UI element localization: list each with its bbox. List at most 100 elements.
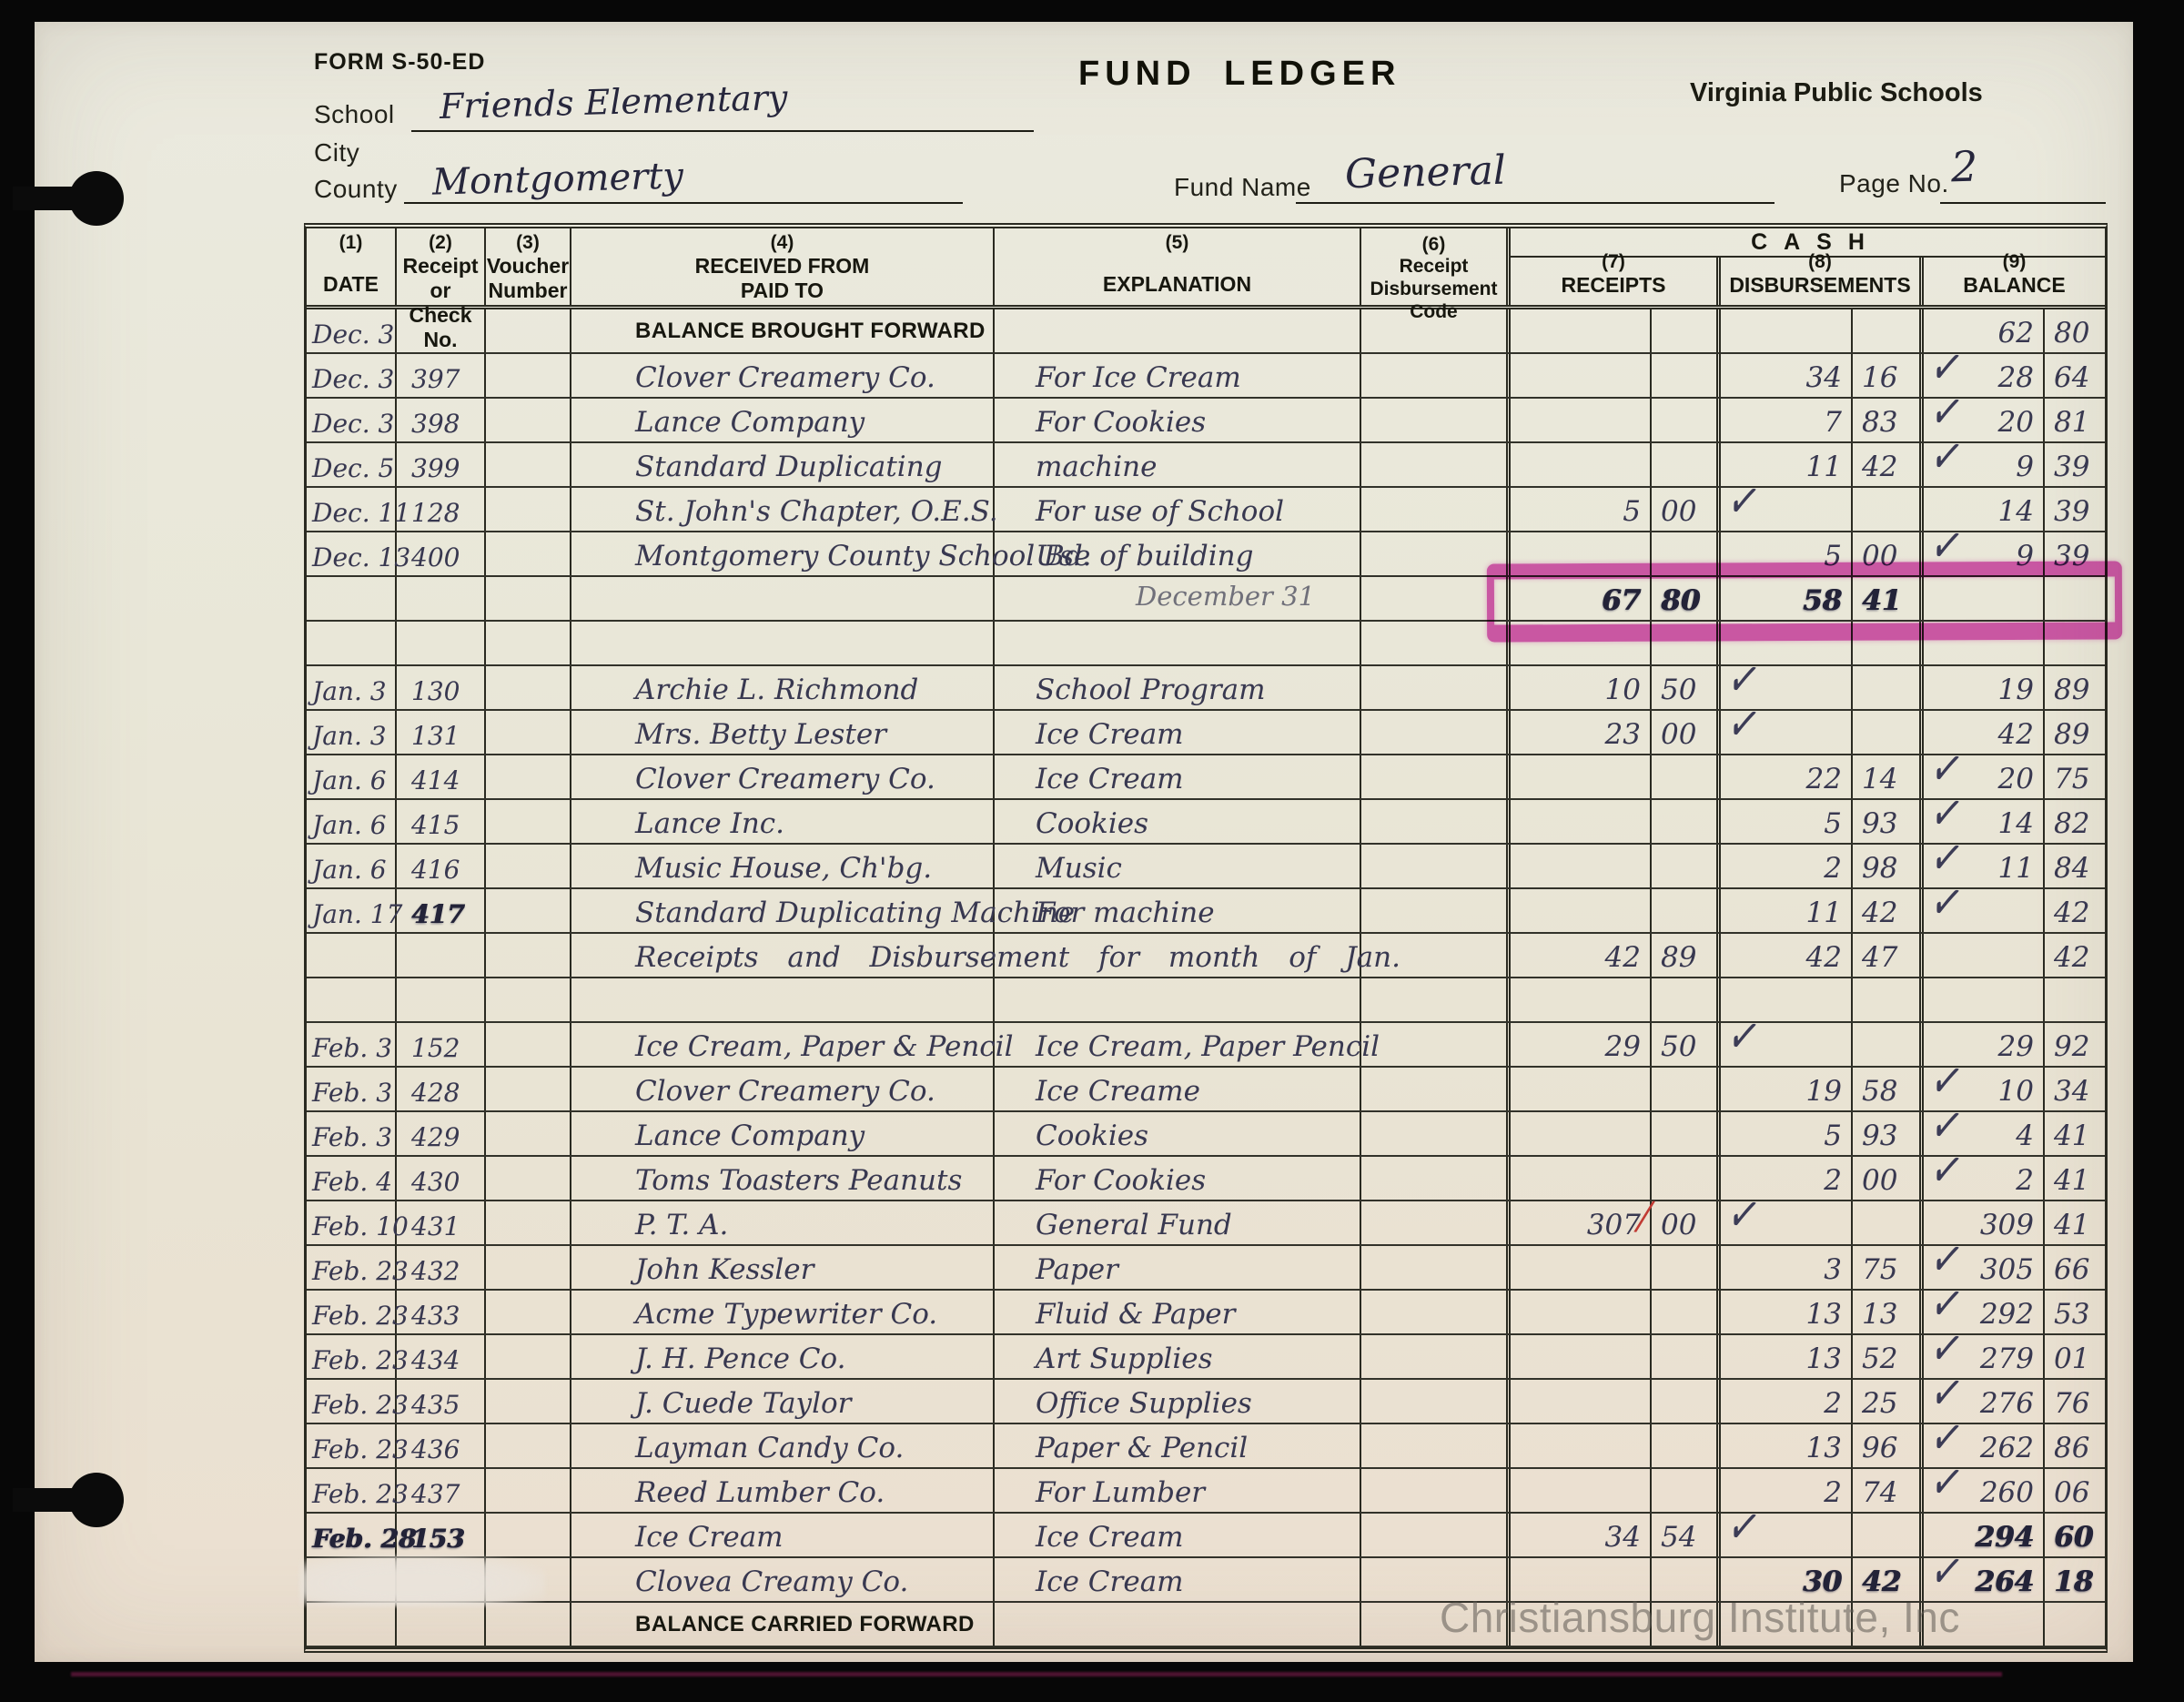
- cell-rc: [1652, 800, 1721, 843]
- cell-e: For Lumber: [995, 1469, 1361, 1512]
- cell-x: [1361, 800, 1511, 843]
- page-no-value: 2: [1950, 141, 1978, 192]
- col-header-disbursements: (8) DISBURSEMENTS: [1721, 251, 1924, 305]
- cell-bd: 20 ✓: [1924, 382, 2045, 443]
- cell-rc: 00 ∕: [1640, 1191, 1721, 1244]
- cell-v: [486, 622, 571, 664]
- cell-rc: [1652, 845, 1721, 887]
- cell-e: December 31: [995, 577, 1361, 620]
- cell-bc: 39: [2054, 451, 2090, 483]
- cell-e: For Ice Cream: [995, 354, 1361, 397]
- cell-dc: 41: [1853, 577, 1924, 620]
- cell-rd: [1511, 622, 1652, 664]
- cell-d: [299, 1555, 545, 1606]
- cell-k: 417: [397, 889, 486, 932]
- cell-r: Layman Candy Co.: [571, 1424, 995, 1467]
- cell-r: Reed Lumber Co.: [571, 1469, 995, 1512]
- cell-r: Clovea Creamy Co.: [571, 1558, 995, 1601]
- school-underline: [411, 130, 1034, 132]
- cell-k: 400: [397, 532, 486, 575]
- cell-v: [486, 577, 571, 620]
- cell-r: P. T. A.: [571, 1201, 995, 1244]
- cell-rd: 29: [1511, 1023, 1652, 1066]
- table-row: Jan. 6 414 Clover Creamery Co. Ice Cream 22 1…: [307, 739, 2105, 800]
- cell-v: [486, 443, 571, 486]
- table-header: (1) DATE (2) Receipt or Check No. (3) Vou…: [307, 228, 2105, 351]
- county-underline: [404, 202, 963, 204]
- cell-d: [307, 622, 397, 664]
- cell-dd: 58: [1721, 577, 1853, 620]
- cell-x: [1361, 845, 1511, 887]
- cell-k: [397, 577, 486, 620]
- cell-k: 130: [397, 666, 486, 709]
- cell-rd: 307: [1511, 1201, 1652, 1244]
- table-row: [307, 622, 2105, 666]
- cell-d: Dec. 3: [307, 399, 397, 441]
- cell-bc: [2045, 577, 2105, 620]
- cell-dc: [1853, 711, 1924, 754]
- cell-bc: 81: [2054, 406, 2090, 439]
- cell-rc: [1652, 622, 1721, 664]
- table-row: Feb. 23 437 Reed Lumber Co. For Lumber 2 74 26…: [307, 1453, 2105, 1514]
- cell-k: 415: [397, 800, 486, 843]
- cell-x: [1361, 532, 1511, 575]
- cell-bc: 01: [2054, 1342, 2090, 1375]
- cell-dc: [1853, 622, 1924, 664]
- table-row: Dec. 5 399 Standard Duplicating machine 11 42…: [307, 427, 2105, 488]
- cell-bd: 10 ✓: [1924, 1051, 2045, 1112]
- cell-rd: 5: [1511, 488, 1652, 531]
- cell-rd: 34: [1511, 1514, 1652, 1556]
- cell-x: [1361, 577, 1511, 620]
- cell-bc: 42: [2054, 897, 2090, 929]
- cell-bc: 66: [2054, 1253, 2090, 1286]
- cell-dd: [1721, 309, 1853, 352]
- cell-bd: [1924, 934, 2045, 977]
- cell-bd: 29: [1924, 1023, 2045, 1066]
- cell-v: [486, 1068, 571, 1110]
- cell-dc: 47: [1853, 934, 1924, 977]
- cell-bc: [2045, 622, 2105, 664]
- table-row: Jan. 6 415 Lance Inc. Cookies 5 93 14 ✓ 82: [307, 784, 2105, 845]
- cell-d: Feb. 3: [307, 1112, 397, 1155]
- cell-bc: 89: [2054, 674, 2090, 706]
- cell-bc: 92: [2054, 1030, 2090, 1063]
- cell-bd: [1924, 622, 2045, 664]
- cell-e: Ice Creame: [995, 1068, 1361, 1110]
- cell-k: [397, 622, 486, 664]
- cell-dd: [1721, 978, 1853, 1021]
- cell-rc: [1652, 443, 1721, 486]
- cell-r: BALANCE CARRIED FORWARD: [571, 1603, 995, 1646]
- cell-e: [995, 309, 1361, 352]
- cell-rd: [1511, 978, 1652, 1021]
- cell-e: Paper: [995, 1246, 1361, 1289]
- cell-v: [486, 1335, 571, 1378]
- cell-r: Lance Company: [571, 1112, 995, 1155]
- cell-x: [1361, 1558, 1511, 1601]
- cell-dd: ✓: [1721, 1185, 1853, 1246]
- cell-x: [1361, 399, 1511, 441]
- cell-bd: 262 ✓: [1924, 1408, 2045, 1469]
- cell-v: [486, 354, 571, 397]
- cell-d: Dec. 3: [307, 309, 397, 352]
- cell-dc: [1853, 488, 1924, 531]
- cell-d: Dec. 5: [307, 443, 397, 486]
- cell-bc: 39: [2054, 495, 2090, 528]
- cell-e: Ice Cream, Paper Pencil: [995, 1023, 1380, 1066]
- cell-bc: 18: [2054, 1565, 2094, 1598]
- cell-dd: 7: [1721, 399, 1853, 441]
- cell-dd: 5: [1721, 532, 1853, 575]
- cell-k: 153: [397, 1514, 486, 1556]
- cell-k: 434: [397, 1335, 486, 1378]
- cell-rd: [1511, 755, 1652, 798]
- page-no-label: Page No.: [1839, 169, 1949, 198]
- cell-d: Jan. 3: [307, 711, 397, 754]
- cell-dc: [1853, 978, 1924, 1021]
- cell-rd: [1511, 1558, 1652, 1601]
- cell-rc: [1652, 1291, 1721, 1333]
- cell-v: [486, 532, 571, 575]
- cell-d: Jan. 17: [307, 889, 402, 932]
- cell-dd: 42: [1721, 934, 1853, 977]
- cell-v: [486, 889, 571, 932]
- cell-k: 437: [397, 1469, 486, 1512]
- cell-d: Jan. 6: [307, 845, 397, 887]
